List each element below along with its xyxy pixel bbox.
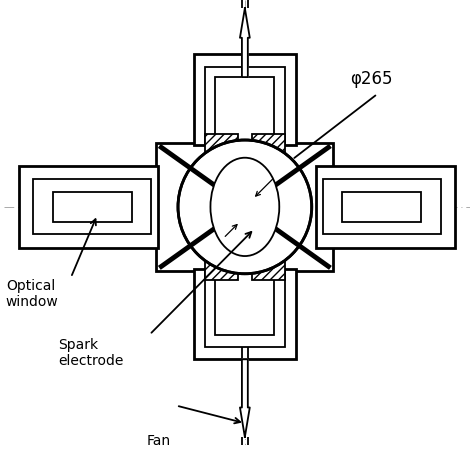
Text: Spark
electrode: Spark electrode xyxy=(58,337,123,367)
Bar xyxy=(252,251,285,280)
Bar xyxy=(252,135,285,164)
Bar xyxy=(215,269,274,335)
Bar xyxy=(194,55,296,146)
Bar xyxy=(194,269,296,359)
Bar xyxy=(205,251,238,280)
Bar xyxy=(215,78,274,144)
Bar xyxy=(205,269,285,347)
Bar xyxy=(322,180,440,235)
Bar xyxy=(53,193,132,222)
Bar xyxy=(34,180,152,235)
Text: Optical
window: Optical window xyxy=(6,278,59,308)
Ellipse shape xyxy=(210,158,279,257)
Polygon shape xyxy=(240,9,250,78)
Bar xyxy=(18,166,158,249)
Bar xyxy=(342,193,421,222)
Bar xyxy=(205,135,238,164)
Text: Fan: Fan xyxy=(146,433,171,447)
Circle shape xyxy=(178,141,312,274)
Bar xyxy=(205,68,285,146)
Bar xyxy=(316,166,456,249)
Polygon shape xyxy=(240,359,250,437)
Bar xyxy=(156,144,333,271)
Text: φ265: φ265 xyxy=(350,70,392,88)
